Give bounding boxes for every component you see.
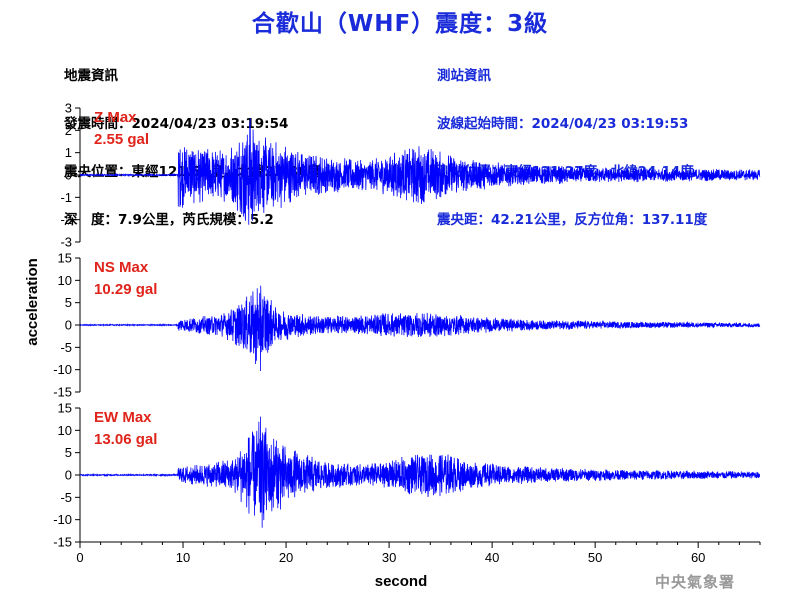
y-axis-title: acceleration <box>24 258 41 346</box>
z-y-tick-label: -1 <box>60 190 72 205</box>
epicentral-distance: 震央距：42.21公里，反方位角：137.11度 <box>437 212 708 228</box>
ns-y-tick-label: -10 <box>53 362 72 377</box>
ew-max-value: 13.06 gal <box>94 431 157 448</box>
z-y-tick-label: -2 <box>60 212 72 227</box>
ew-y-tick-label: 0 <box>65 468 72 483</box>
ew-y-tick-label: -10 <box>53 512 72 527</box>
x-tick-label: 50 <box>588 550 602 565</box>
z-max-label: Z Max <box>94 109 137 126</box>
z-waveform <box>79 118 761 225</box>
ns-max-label: NS Max <box>94 259 149 276</box>
depth-magnitude: 深 度：7.9公里，芮氏規模：5.2 <box>64 212 274 228</box>
z-y-tick-label: 0 <box>65 168 72 183</box>
x-tick-label: 30 <box>382 550 396 565</box>
ew-max-label: EW Max <box>94 409 152 426</box>
z-y-tick-label: 3 <box>65 101 72 116</box>
page-title: 合歡山（WHF）震度：3級 <box>251 11 549 37</box>
ew-waveform <box>79 416 760 528</box>
agency-credit: 中央氣象署 <box>655 573 736 591</box>
ew-y-tick-label: 5 <box>65 445 72 460</box>
ns-y-tick-label: 15 <box>58 251 72 266</box>
ew-y-tick-label: 10 <box>58 423 72 438</box>
z-y-tick-label: 1 <box>65 145 72 160</box>
earthquake-info-heading: 地震資訊 <box>64 68 118 84</box>
ns-waveform <box>79 285 761 371</box>
x-axis-title: second <box>375 573 428 590</box>
z-y-tick-label: 2 <box>65 123 72 138</box>
ns-y-tick-label: 10 <box>58 273 72 288</box>
x-tick-label: 60 <box>691 550 705 565</box>
ew-y-tick-label: -5 <box>60 490 72 505</box>
ns-y-tick-label: -5 <box>60 340 72 355</box>
station-info-heading: 測站資訊 <box>437 68 491 84</box>
x-tick-label: 0 <box>76 550 83 565</box>
ns-max-value: 10.29 gal <box>94 281 157 298</box>
z-y-tick-label: -3 <box>60 235 72 250</box>
x-tick-label: 10 <box>176 550 190 565</box>
ew-y-tick-label: 15 <box>58 401 72 416</box>
ew-y-tick-label: -15 <box>53 535 72 550</box>
wave-start-time: 波線起始時間：2024/04/23 03:19:53 <box>437 116 689 132</box>
ns-y-tick-label: 0 <box>65 318 72 333</box>
ns-y-tick-label: -15 <box>53 385 72 400</box>
origin-time: 發震時間：2024/04/23 03:19:54 <box>64 116 289 132</box>
x-tick-label: 40 <box>485 550 499 565</box>
ns-y-tick-label: 5 <box>65 295 72 310</box>
z-max-value: 2.55 gal <box>94 131 149 148</box>
x-tick-label: 20 <box>279 550 293 565</box>
